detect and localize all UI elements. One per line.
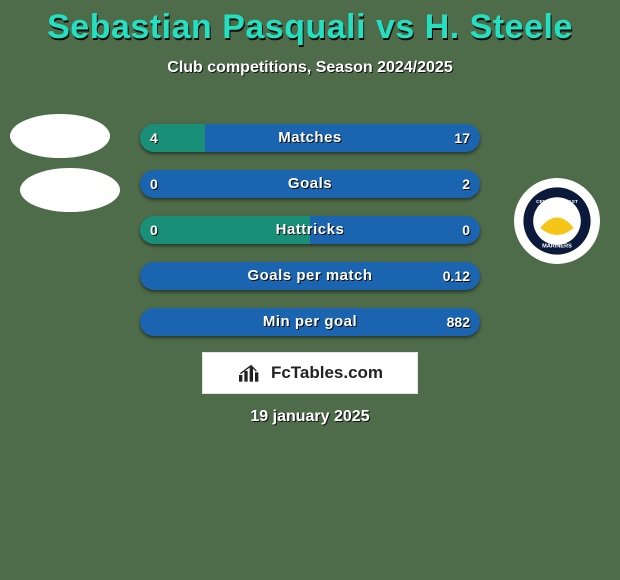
snapshot-date: 19 january 2025 (0, 408, 620, 426)
right-club-badge: CENTRAL COAST MARINERS (514, 178, 600, 264)
stat-row: Goals0 2 (140, 170, 480, 198)
stat-left-value: 0 (150, 216, 158, 244)
stat-row: Hattricks0 0 (140, 216, 480, 244)
branding-badge[interactable]: FcTables.com (202, 352, 418, 394)
stat-right-value: 2 (462, 170, 470, 198)
stat-label: Goals per match (140, 262, 480, 290)
mariners-logo-icon: CENTRAL COAST MARINERS (522, 186, 592, 256)
bar-chart-icon (237, 363, 265, 383)
stat-row: Matches4 17 (140, 124, 480, 152)
stat-right-value: 17 (454, 124, 470, 152)
stats-bars: Matches417Goals02Hattricks00Goals per ma… (140, 124, 480, 354)
left-club-badge-2 (20, 168, 120, 212)
stat-label: Matches (140, 124, 480, 152)
stat-right-value: 882 (447, 308, 470, 336)
stat-left-value: 4 (150, 124, 158, 152)
branding-text: FcTables.com (271, 363, 383, 383)
stat-row: Goals per match0.12 (140, 262, 480, 290)
stat-right-value: 0.12 (443, 262, 470, 290)
svg-text:CENTRAL COAST: CENTRAL COAST (536, 199, 578, 205)
stat-row: Min per goal882 (140, 308, 480, 336)
stat-left-value: 0 (150, 170, 158, 198)
stat-label: Goals (140, 170, 480, 198)
svg-text:MARINERS: MARINERS (542, 244, 572, 250)
stat-right-value: 0 (462, 216, 470, 244)
left-club-badge-1 (10, 114, 110, 158)
page-title: Sebastian Pasquali vs H. Steele (0, 0, 620, 47)
stat-label: Hattricks (140, 216, 480, 244)
comparison-card: Sebastian Pasquali vs H. Steele Club com… (0, 0, 620, 580)
stat-label: Min per goal (140, 308, 480, 336)
page-subtitle: Club competitions, Season 2024/2025 (0, 59, 620, 77)
